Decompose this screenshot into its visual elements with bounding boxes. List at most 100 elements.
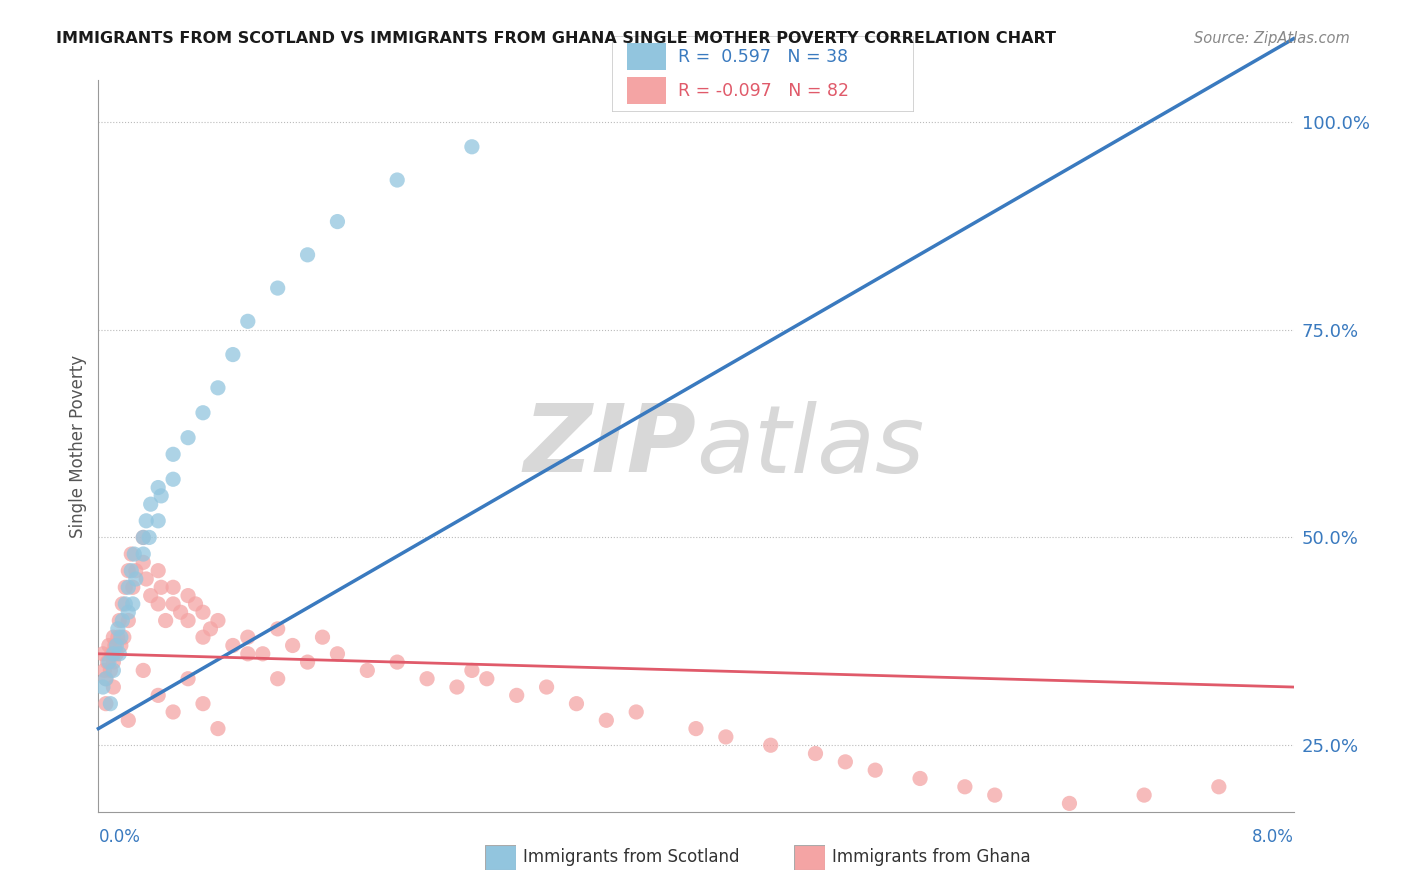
Text: 0.0%: 0.0%	[98, 829, 141, 847]
Point	[191, 406, 214, 420]
Point	[103, 655, 125, 669]
Text: atlas: atlas	[696, 401, 924, 491]
Point	[222, 639, 245, 653]
Point	[125, 572, 148, 586]
Point	[200, 622, 222, 636]
Point	[93, 664, 115, 678]
Point	[1133, 788, 1156, 802]
Point	[984, 788, 1007, 802]
Point	[110, 630, 132, 644]
Point	[121, 597, 143, 611]
Point	[155, 614, 177, 628]
Point	[953, 780, 976, 794]
Point	[1059, 797, 1081, 811]
Point	[98, 664, 122, 678]
Text: Immigrants from Ghana: Immigrants from Ghana	[832, 848, 1031, 866]
Point	[111, 597, 134, 611]
Point	[150, 489, 173, 503]
Point	[461, 140, 484, 154]
Point	[191, 697, 214, 711]
Point	[148, 597, 170, 611]
Point	[120, 547, 142, 561]
Point	[1208, 780, 1230, 794]
Bar	[627, 78, 666, 104]
Text: IMMIGRANTS FROM SCOTLAND VS IMMIGRANTS FROM GHANA SINGLE MOTHER POVERTY CORRELAT: IMMIGRANTS FROM SCOTLAND VS IMMIGRANTS F…	[56, 31, 1056, 46]
Point	[91, 647, 114, 661]
Point	[125, 564, 148, 578]
Point	[311, 630, 333, 644]
Point	[685, 722, 707, 736]
Point	[124, 547, 146, 561]
Point	[626, 705, 648, 719]
Point	[759, 738, 782, 752]
Point	[385, 655, 409, 669]
Point	[236, 647, 259, 661]
Point	[177, 614, 200, 628]
Point	[446, 680, 468, 694]
Point	[326, 647, 349, 661]
Point	[162, 472, 184, 486]
Point	[207, 722, 229, 736]
Point	[121, 580, 143, 594]
Point	[565, 697, 588, 711]
Point	[475, 672, 498, 686]
Point	[114, 580, 136, 594]
Point	[148, 514, 170, 528]
Point	[132, 530, 155, 544]
Point	[177, 589, 200, 603]
Point	[135, 514, 157, 528]
Point	[117, 605, 139, 619]
Point	[191, 630, 214, 644]
Point	[461, 664, 484, 678]
Point	[104, 639, 127, 653]
Point	[506, 689, 529, 703]
Point	[207, 381, 229, 395]
Point	[94, 697, 117, 711]
Point	[112, 630, 135, 644]
Point	[120, 564, 142, 578]
Point	[107, 630, 129, 644]
Point	[132, 530, 155, 544]
Point	[416, 672, 439, 686]
Point	[908, 772, 931, 786]
Point	[105, 639, 128, 653]
Text: Immigrants from Scotland: Immigrants from Scotland	[523, 848, 740, 866]
Point	[162, 447, 184, 461]
Point	[108, 647, 131, 661]
Point	[114, 597, 136, 611]
Text: Source: ZipAtlas.com: Source: ZipAtlas.com	[1194, 31, 1350, 46]
Point	[207, 614, 229, 628]
Point	[162, 705, 184, 719]
Point	[91, 680, 114, 694]
Point	[103, 630, 125, 644]
Point	[804, 747, 827, 761]
Point	[138, 530, 160, 544]
Point	[595, 714, 617, 728]
Point	[97, 639, 120, 653]
Point	[252, 647, 274, 661]
Point	[267, 281, 290, 295]
Point	[536, 680, 558, 694]
Point	[111, 614, 134, 628]
Text: 8.0%: 8.0%	[1251, 829, 1294, 847]
Point	[714, 730, 737, 744]
Point	[132, 664, 155, 678]
Point	[103, 647, 125, 661]
Point	[169, 605, 191, 619]
Point	[236, 314, 259, 328]
Point	[356, 664, 378, 678]
Point	[117, 614, 139, 628]
Point	[139, 589, 162, 603]
Point	[135, 572, 157, 586]
Point	[96, 655, 118, 669]
Point	[281, 639, 304, 653]
Point	[132, 547, 155, 561]
Point	[98, 697, 122, 711]
Point	[297, 248, 319, 262]
Point	[326, 214, 349, 228]
Y-axis label: Single Mother Poverty: Single Mother Poverty	[69, 354, 87, 538]
Point	[162, 580, 184, 594]
Point	[103, 664, 125, 678]
Point	[177, 431, 200, 445]
Point	[148, 481, 170, 495]
